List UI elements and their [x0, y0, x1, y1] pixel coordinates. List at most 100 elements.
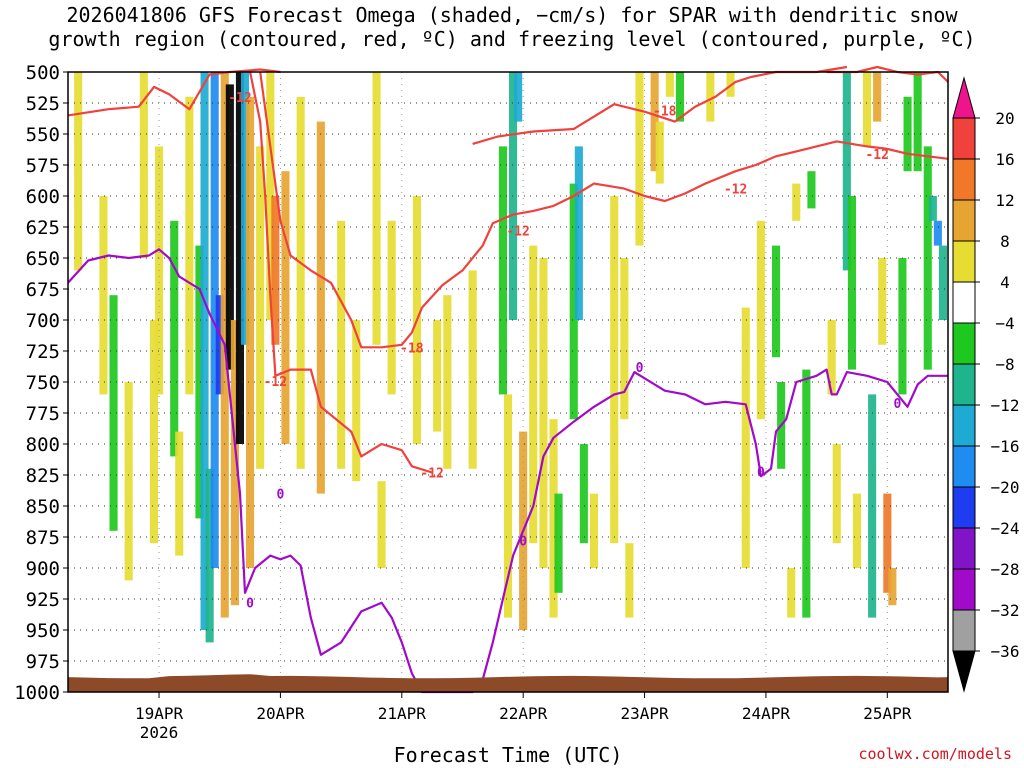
omega-cell-11 — [200, 72, 209, 630]
omega-cell-60 — [756, 220, 765, 420]
y-tick-label-800: 800 — [26, 434, 60, 456]
omega-cell-82 — [928, 196, 937, 221]
x-tick-label-22APR: 22APR — [499, 704, 548, 723]
omega-cell-25 — [296, 96, 305, 469]
omega-cell-26 — [316, 121, 325, 494]
contour-dgz-upper-minus-18 — [67, 68, 281, 117]
omega-cell-79 — [903, 96, 912, 172]
omega-cell-20 — [246, 96, 255, 569]
omega-cell-83 — [933, 220, 942, 246]
colorbar-bin-10 — [952, 527, 976, 570]
omega-cell-39 — [514, 72, 523, 122]
omega-cell-29 — [372, 72, 381, 345]
y-tick-label-900: 900 — [26, 558, 60, 580]
omega-cell-3 — [124, 382, 133, 581]
y-tick-label-550: 550 — [26, 124, 60, 146]
x-tick-label-23APR: 23APR — [620, 704, 669, 723]
colorbar-bin-11 — [952, 568, 976, 611]
omega-cell-21 — [256, 146, 265, 469]
contour-label-5: -12 — [506, 225, 529, 240]
omega-cell-23 — [271, 196, 280, 345]
contour-label-9: 0 — [246, 597, 254, 612]
omega-cell-12 — [205, 468, 214, 643]
omega-cell-43 — [549, 419, 558, 618]
omega-cell-50 — [620, 258, 629, 420]
omega-cell-63 — [787, 568, 796, 618]
omega-cell-18 — [235, 72, 244, 444]
contour-label-1: -18 — [653, 104, 677, 119]
omega-cell-8 — [175, 431, 184, 556]
omega-cell-46 — [574, 146, 583, 320]
omega-cell-10 — [195, 245, 204, 519]
x-tick-label-24APR: 24APR — [742, 704, 791, 723]
colorbar-label-2: 12 — [995, 191, 1014, 210]
omega-cell-28 — [352, 320, 361, 482]
omega-cell-24 — [281, 171, 290, 444]
colorbar-bin-9 — [952, 486, 976, 529]
omega-cell-45 — [569, 183, 578, 420]
contour-label-11: 0 — [636, 361, 644, 376]
omega-cell-47 — [579, 444, 588, 544]
colorbar-label-4: 4 — [1000, 273, 1010, 292]
omega-cell-38 — [509, 72, 518, 320]
y-tick-label-1000: 1000 — [14, 682, 60, 704]
omega-cell-34 — [443, 295, 452, 469]
y-tick-label-700: 700 — [26, 310, 60, 332]
omega-cell-72 — [863, 72, 872, 147]
contour-label-10: 0 — [519, 535, 527, 550]
y-tick-label-825: 825 — [26, 465, 60, 487]
colorbar-label-5: −4 — [995, 314, 1014, 333]
colorbar-label-9: −20 — [991, 478, 1020, 497]
colorbar-label-6: −8 — [995, 355, 1014, 374]
omega-cell-77 — [888, 568, 897, 606]
credit-link[interactable]: coolwx.com/models — [858, 745, 1012, 763]
omega-cell-65 — [802, 369, 811, 618]
omega-cell-56 — [675, 72, 684, 122]
colorbar-arrow-bottom — [952, 650, 976, 693]
omega-cell-80 — [913, 72, 922, 172]
omega-cell-35 — [468, 270, 477, 469]
omega-cell-76 — [883, 493, 892, 593]
omega-cell-54 — [655, 121, 664, 184]
colorbar-label-0: 20 — [995, 109, 1014, 128]
omega-cell-33 — [433, 320, 442, 432]
omega-cell-84 — [938, 245, 947, 320]
omega-cell-27 — [337, 220, 346, 469]
omega-cell-48 — [589, 493, 598, 568]
omega-cell-64 — [792, 183, 801, 221]
colorbar-label-7: −12 — [991, 396, 1020, 415]
omega-cell-19 — [241, 72, 250, 345]
x-tick-sublabel-19APR: 2026 — [140, 723, 179, 742]
colorbar-bin-0 — [952, 117, 976, 160]
omega-cell-14 — [215, 295, 224, 395]
y-tick-label-600: 600 — [26, 186, 60, 208]
omega-cell-36 — [498, 146, 507, 395]
omega-cell-0 — [74, 72, 83, 271]
omega-cell-17 — [230, 320, 239, 606]
colorbar-bin-8 — [952, 445, 976, 488]
omega-cell-16 — [225, 84, 234, 370]
x-tick-label-25APR: 25APR — [863, 704, 912, 723]
contour-label-0: -12 — [228, 91, 251, 106]
contour-label-8: 0 — [276, 488, 284, 503]
omega-cell-78 — [898, 258, 907, 395]
omega-cell-41 — [529, 245, 538, 544]
y-tick-label-525: 525 — [26, 93, 60, 115]
y-tick-label-500: 500 — [26, 62, 60, 84]
contour-label-7: -12 — [865, 148, 888, 163]
colorbar-label-8: −16 — [991, 437, 1020, 456]
y-tick-label-675: 675 — [26, 279, 60, 301]
omega-cell-75 — [878, 258, 887, 345]
omega-cell-49 — [610, 196, 619, 544]
omega-cell-57 — [706, 72, 715, 122]
contour-dgz-minus-12-main — [249, 71, 433, 474]
colorbar-label-11: −28 — [991, 560, 1020, 579]
colorbar-bin-5 — [952, 322, 976, 365]
omega-cell-42 — [539, 258, 548, 568]
omega-cell-1 — [99, 196, 108, 395]
chart-title-line-2: growth region (contoured, red, ºC) and f… — [48, 27, 976, 51]
x-tick-label-19APR: 19APR — [135, 704, 184, 723]
omega-cell-7 — [170, 220, 179, 457]
colorbar-label-3: 8 — [1000, 232, 1010, 251]
contour-label-2: -12 — [264, 375, 287, 390]
